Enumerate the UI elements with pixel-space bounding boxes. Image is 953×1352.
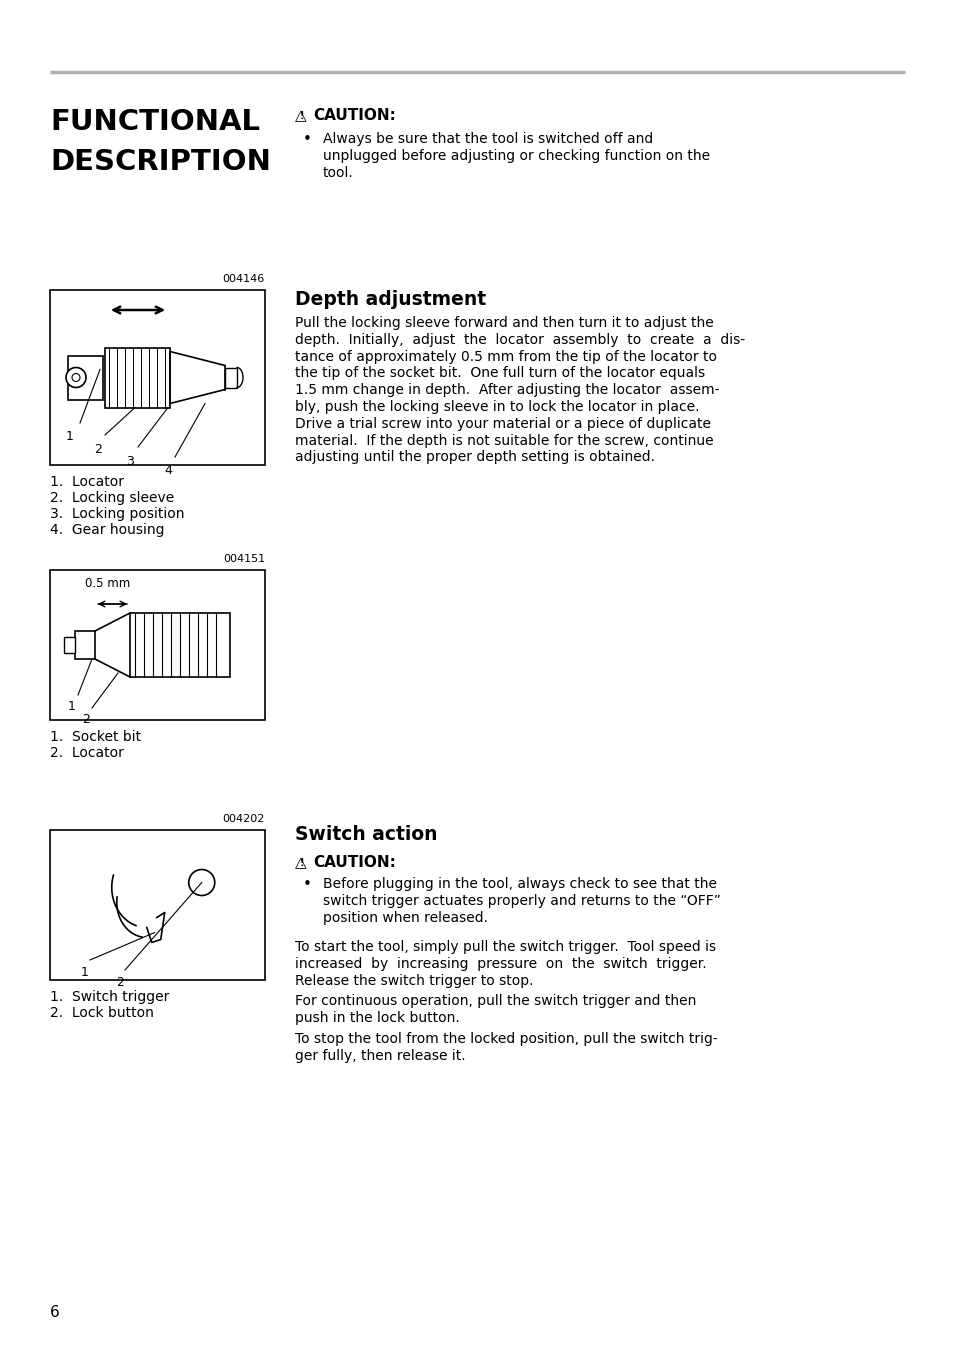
Text: 1: 1: [66, 430, 74, 443]
Text: adjusting until the proper depth setting is obtained.: adjusting until the proper depth setting…: [294, 450, 655, 464]
Text: FUNCTIONAL: FUNCTIONAL: [50, 108, 260, 137]
Text: depth.  Initially,  adjust  the  locator  assembly  to  create  a  dis-: depth. Initially, adjust the locator ass…: [294, 333, 744, 347]
Text: CAUTION:: CAUTION:: [313, 854, 395, 869]
Circle shape: [189, 869, 214, 895]
Text: switch trigger actuates properly and returns to the “OFF”: switch trigger actuates properly and ret…: [323, 894, 720, 909]
Text: 1.  Switch trigger: 1. Switch trigger: [50, 990, 170, 1005]
Bar: [68, 356, 103, 399]
Text: 2: 2: [116, 976, 124, 990]
Text: push in the lock button.: push in the lock button.: [294, 1011, 459, 1025]
Circle shape: [66, 368, 86, 388]
Text: For continuous operation, pull the switch trigger and then: For continuous operation, pull the switc…: [294, 995, 696, 1009]
Text: Switch action: Switch action: [294, 825, 437, 844]
Text: 2.  Locking sleeve: 2. Locking sleeve: [50, 491, 174, 506]
Text: increased  by  increasing  pressure  on  the  switch  trigger.: increased by increasing pressure on the …: [294, 957, 706, 971]
Text: 004151: 004151: [223, 554, 265, 564]
Bar: [50, 571, 265, 721]
Text: CAUTION:: CAUTION:: [313, 108, 395, 123]
Text: △: △: [294, 108, 307, 123]
Text: ger fully, then release it.: ger fully, then release it.: [294, 1049, 465, 1063]
Text: 1.  Socket bit: 1. Socket bit: [50, 730, 141, 744]
Text: •: •: [303, 877, 312, 892]
Text: unplugged before adjusting or checking function on the: unplugged before adjusting or checking f…: [323, 149, 709, 164]
Bar: [50, 289, 265, 465]
Text: Before plugging in the tool, always check to see that the: Before plugging in the tool, always chec…: [323, 877, 717, 891]
Text: 2.  Locator: 2. Locator: [50, 746, 124, 760]
Text: 004146: 004146: [222, 274, 265, 284]
Text: position when released.: position when released.: [323, 911, 488, 925]
Text: !: !: [299, 111, 304, 120]
Text: Depth adjustment: Depth adjustment: [294, 289, 486, 310]
Text: 1: 1: [81, 965, 89, 979]
Bar: [75, 631, 95, 658]
Text: To start the tool, simply pull the switch trigger.  Tool speed is: To start the tool, simply pull the switc…: [294, 940, 716, 955]
Text: Pull the locking sleeve forward and then turn it to adjust the: Pull the locking sleeve forward and then…: [294, 316, 713, 330]
Text: material.  If the depth is not suitable for the screw, continue: material. If the depth is not suitable f…: [294, 434, 713, 448]
Text: DESCRIPTION: DESCRIPTION: [50, 147, 271, 176]
Bar: [64, 637, 75, 653]
Text: !: !: [299, 859, 304, 868]
Text: tool.: tool.: [323, 166, 354, 180]
Text: •: •: [303, 132, 312, 147]
Text: To stop the tool from the locked position, pull the switch trig-: To stop the tool from the locked positio…: [294, 1032, 717, 1046]
Text: Release the switch trigger to stop.: Release the switch trigger to stop.: [294, 973, 533, 987]
Text: bly, push the locking sleeve in to lock the locator in place.: bly, push the locking sleeve in to lock …: [294, 400, 699, 414]
Text: 2.  Lock button: 2. Lock button: [50, 1006, 153, 1019]
Text: tance of approximately 0.5 mm from the tip of the locator to: tance of approximately 0.5 mm from the t…: [294, 350, 717, 364]
Text: the tip of the socket bit.  One full turn of the locator equals: the tip of the socket bit. One full turn…: [294, 366, 704, 380]
Text: 3: 3: [126, 456, 133, 468]
Text: 1.5 mm change in depth.  After adjusting the locator  assem-: 1.5 mm change in depth. After adjusting …: [294, 383, 719, 397]
Text: Drive a trial screw into your material or a piece of duplicate: Drive a trial screw into your material o…: [294, 416, 710, 431]
Text: Always be sure that the tool is switched off and: Always be sure that the tool is switched…: [323, 132, 653, 146]
Text: 4: 4: [164, 464, 172, 477]
Text: 0.5 mm: 0.5 mm: [85, 577, 131, 589]
Text: 2: 2: [82, 713, 90, 726]
Text: 2: 2: [94, 443, 102, 456]
Text: 3.  Locking position: 3. Locking position: [50, 507, 184, 521]
Bar: [225, 368, 236, 388]
Text: 4.  Gear housing: 4. Gear housing: [50, 523, 164, 537]
Text: 6: 6: [50, 1305, 60, 1320]
Text: 1.  Locator: 1. Locator: [50, 475, 124, 489]
Bar: [50, 830, 265, 980]
Text: 004202: 004202: [222, 814, 265, 823]
Bar: [105, 347, 170, 407]
Bar: [130, 612, 230, 677]
Text: 1: 1: [68, 700, 76, 713]
Circle shape: [71, 373, 80, 381]
Text: △: △: [294, 854, 307, 869]
